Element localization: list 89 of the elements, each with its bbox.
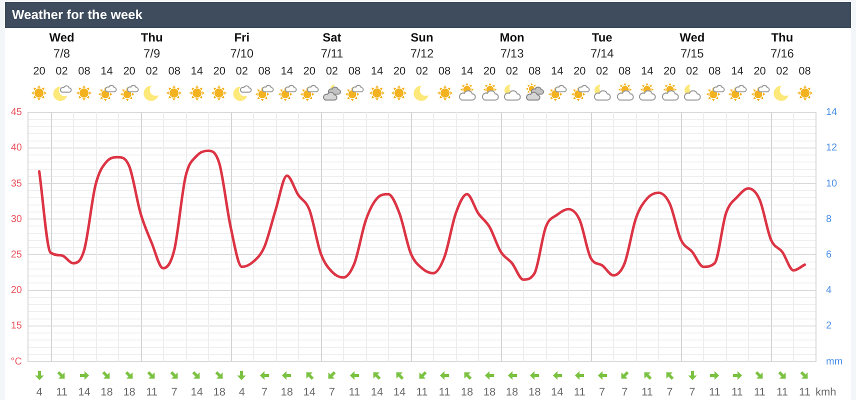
text: 7 — [689, 386, 696, 399]
text: 14 — [550, 386, 564, 399]
text: 4 — [36, 386, 42, 399]
x-tick-label: 20 — [393, 66, 406, 78]
x-tick-label: Wed 7/8 02 — [49, 30, 74, 78]
x-tick-label: 08 — [708, 66, 721, 78]
x-tick-label: Mon 7/13 02 — [500, 30, 524, 78]
text: 7 — [171, 386, 178, 399]
text: kmh — [815, 386, 836, 399]
text: 11 — [416, 386, 428, 399]
text: 14 — [190, 386, 203, 399]
text: 18 — [460, 386, 474, 399]
text: 18 — [100, 386, 113, 399]
y2-tick-label: 2 — [826, 320, 832, 332]
text: 7 — [328, 386, 336, 399]
text: 11 — [574, 386, 586, 399]
x-tick-label: 20 — [483, 66, 496, 78]
x-tick-label: 20 — [123, 66, 136, 78]
x-tick-label: 08 — [618, 66, 631, 78]
y2-tick-label: 6 — [826, 249, 832, 260]
x-tick-label: 20 — [754, 66, 766, 78]
x-tick-label: Fri 7/10 02 — [230, 30, 254, 78]
x-tick-label: Sat 7/11 02 — [320, 30, 344, 78]
text: 4 — [238, 386, 245, 399]
text: 14 — [303, 386, 316, 399]
y-tick-label: 15 — [10, 320, 22, 332]
y2-tick-label: 12 — [826, 142, 838, 154]
x-tick-label: 20 — [33, 66, 46, 78]
text: 7 — [599, 386, 606, 399]
x-tick-label: 14 — [460, 66, 474, 78]
y-tick-label: 20 — [10, 285, 22, 296]
text: 18 — [483, 386, 496, 399]
text: 14 — [393, 386, 406, 399]
x-tick-label: 14 — [550, 66, 564, 78]
x-tick-label: 20 — [303, 66, 316, 78]
x-tick-label: 08 — [528, 66, 541, 78]
x-tick-label: 20 — [213, 66, 226, 78]
text: 18 — [528, 386, 541, 399]
text: 18 — [123, 386, 136, 399]
text: 7 — [261, 386, 268, 399]
y2-tick-label: 14 — [826, 107, 838, 118]
x-tick-label: 14 — [100, 66, 113, 78]
text: 11 — [56, 386, 68, 399]
text: 11 — [641, 386, 653, 399]
x-tick-label: 20 — [664, 66, 676, 78]
text: 11 — [348, 386, 360, 399]
text: 14 — [370, 386, 384, 399]
chart-title: Weather for the week — [5, 2, 851, 28]
x-tick-label: Sun 7/12 02 — [410, 30, 434, 78]
text: 7 — [622, 386, 628, 399]
x-tick-label: 20 — [573, 66, 586, 78]
y2-tick-label: 4 — [826, 285, 832, 296]
text: 18 — [506, 386, 518, 399]
text: 11 — [146, 386, 158, 399]
x-tick-label: Thu 7/16 02 — [770, 30, 794, 78]
text: 14 — [78, 386, 90, 399]
x-tick-label: 08 — [168, 66, 180, 78]
line-series — [38, 149, 806, 281]
text: 18 — [213, 386, 226, 399]
text: 11 — [731, 386, 743, 399]
x-tick-label: Thu 7/9 02 — [140, 30, 163, 78]
x-tick-label: Wed 7/15 02 — [680, 30, 705, 78]
x-tick-label: 14 — [731, 66, 744, 78]
text: 11 — [754, 386, 766, 399]
text: 11 — [438, 386, 450, 399]
y-tick-label: 45 — [10, 107, 22, 118]
text: 7 — [666, 386, 673, 399]
x-tick-label: 08 — [348, 66, 361, 78]
y2-tick-label: 10 — [826, 178, 838, 190]
text: 11 — [708, 386, 720, 399]
x-tick-label: 14 — [190, 66, 203, 78]
y2-tick-label: 8 — [826, 214, 832, 225]
y-tick-label: °C — [10, 356, 22, 368]
text: 11 — [799, 386, 810, 399]
x-tick-label: 08 — [438, 66, 451, 78]
x-tick-label: 14 — [641, 66, 654, 78]
y-tick-label: 25 — [10, 249, 22, 260]
y-tick-label: 30 — [10, 214, 22, 225]
y-tick-label: 40 — [10, 142, 22, 154]
x-tick-label: 08 — [78, 66, 90, 78]
x-tick-label: 08 — [258, 66, 271, 78]
y-tick-label: 35 — [10, 178, 22, 190]
y2-tick-label: mm — [826, 356, 843, 368]
x-tick-label: 08 — [798, 66, 811, 78]
x-tick-label: 14 — [280, 66, 294, 78]
x-tick-label: Tue 7/14 02 — [590, 30, 614, 78]
text: 11 — [776, 386, 788, 399]
x-tick-label: 14 — [370, 66, 384, 78]
text: 18 — [280, 386, 294, 399]
